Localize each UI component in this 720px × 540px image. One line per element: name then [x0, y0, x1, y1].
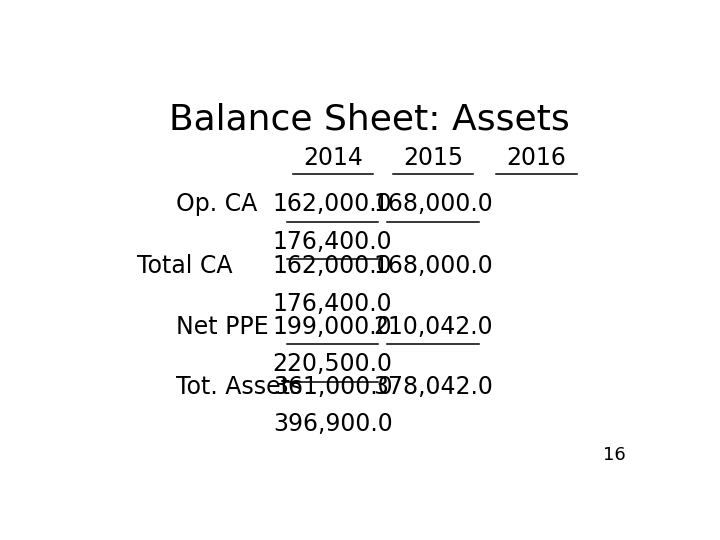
Text: 168,000.0: 168,000.0 — [373, 192, 493, 216]
Text: 2016: 2016 — [506, 146, 567, 170]
Text: 162,000.0: 162,000.0 — [273, 254, 392, 279]
Text: Net PPE: Net PPE — [176, 315, 269, 339]
Text: 361,000.0: 361,000.0 — [273, 375, 392, 399]
Text: 168,000.0: 168,000.0 — [373, 254, 493, 279]
Text: Total CA: Total CA — [137, 254, 233, 279]
Text: 199,000.0: 199,000.0 — [273, 315, 392, 339]
Text: 16: 16 — [603, 446, 626, 464]
Text: 396,900.0: 396,900.0 — [273, 413, 392, 436]
Text: 2015: 2015 — [403, 146, 463, 170]
Text: 210,042.0: 210,042.0 — [374, 315, 493, 339]
Text: 378,042.0: 378,042.0 — [373, 375, 493, 399]
Text: 162,000.0: 162,000.0 — [273, 192, 392, 216]
Text: 220,500.0: 220,500.0 — [273, 352, 392, 376]
Text: 2014: 2014 — [303, 146, 363, 170]
Text: Op. CA: Op. CA — [176, 192, 258, 216]
Text: Balance Sheet: Assets: Balance Sheet: Assets — [168, 102, 570, 136]
Text: 176,400.0: 176,400.0 — [273, 292, 392, 316]
Text: 176,400.0: 176,400.0 — [273, 230, 392, 253]
Text: Tot. Assets: Tot. Assets — [176, 375, 303, 399]
